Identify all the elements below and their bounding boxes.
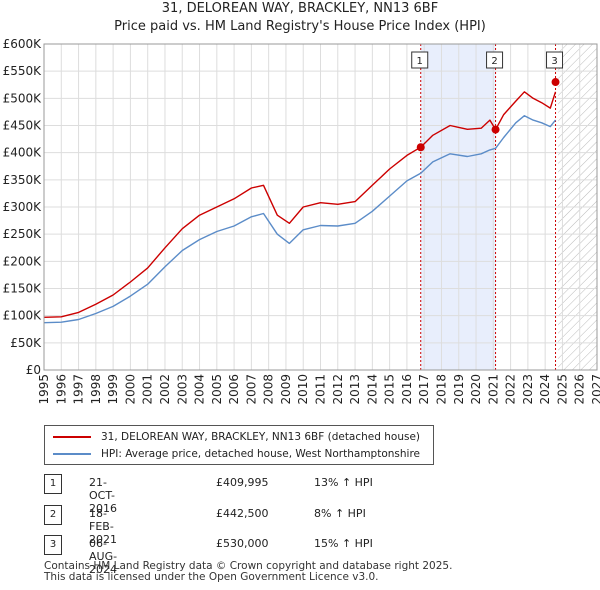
sale-marker-label: 2 [491, 56, 497, 67]
footer: Contains HM Land Registry data © Crown c… [44, 561, 452, 583]
y-tick-label: £550K [3, 64, 43, 78]
y-tick-label: £350K [3, 173, 43, 187]
x-tick-label: 2004 [193, 374, 207, 405]
x-tick-label: 2018 [434, 374, 448, 405]
y-tick-label: £0 [26, 363, 41, 377]
chart-legend: 31, DELOREAN WAY, BRACKLEY, NN13 6BF (de… [44, 425, 434, 465]
hpi-line [43, 114, 557, 324]
x-tick-label: 2014 [365, 374, 379, 405]
x-tick-label: 2006 [227, 374, 241, 405]
y-tick-label: £300K [3, 200, 43, 214]
x-tick-label: 2017 [417, 374, 431, 405]
transaction-hpi-change: 15% ↑ HPI [314, 537, 373, 550]
x-tick-label: 2008 [262, 374, 276, 405]
x-tick-label: 2016 [400, 374, 414, 405]
x-tick-label: 2026 [573, 374, 587, 405]
sale-marker-box [411, 51, 429, 69]
legend-item-property: 31, DELOREAN WAY, BRACKLEY, NN13 6BF (de… [53, 429, 420, 445]
property-price-line [43, 91, 557, 318]
x-tick-label: 1998 [89, 374, 103, 405]
sale-point [416, 143, 425, 152]
x-tick-label: 2020 [469, 374, 483, 405]
legend-swatch-property [53, 436, 91, 438]
x-tick-label: 2003 [175, 374, 189, 405]
y-tick-label: £100K [3, 309, 43, 323]
x-tick-label: 2012 [331, 374, 345, 405]
x-tick-label: 2013 [348, 374, 362, 405]
x-tick-label: 1996 [54, 374, 68, 405]
x-tick-label: 2027 [590, 374, 600, 405]
x-tick-label: 2022 [504, 374, 518, 405]
x-tick-label: 1997 [72, 374, 86, 405]
sale-marker-box [546, 51, 564, 69]
y-tick-label: £500K [3, 91, 43, 105]
x-tick-label: 2009 [279, 374, 293, 405]
transaction-number: 2 [44, 505, 62, 525]
x-tick-label: 2011 [314, 374, 328, 405]
y-tick-label: £450K [3, 119, 43, 133]
y-tick-label: £600K [3, 37, 43, 51]
x-tick-label: 2021 [486, 374, 500, 405]
price-chart: £0 £50K £100K £150K £200K £250K £300K £350K £400… [3, 37, 600, 405]
transaction-hpi-change: 8% ↑ HPI [314, 507, 366, 520]
y-tick-label: £200K [3, 254, 43, 268]
chart-title: 31, DELOREAN WAY, BRACKLEY, NN13 6BF [161, 1, 439, 16]
transaction-date: 21-OCT-2016 [89, 476, 117, 515]
legend-label-hpi: HPI: Average price, detached house, West… [101, 448, 420, 460]
x-tick-label: 1999 [106, 374, 120, 405]
sale-marker-label: 1 [417, 56, 423, 67]
sale-point [551, 78, 560, 87]
sale-marker-label: 3 [551, 56, 557, 67]
y-tick-label: £50K [10, 336, 42, 350]
transaction-number: 1 [44, 474, 62, 494]
sale-marker-box [486, 51, 504, 69]
x-tick-label: 2019 [452, 374, 466, 405]
legend-label-property: 31, DELOREAN WAY, BRACKLEY, NN13 6BF (de… [101, 431, 421, 443]
x-tick-label: 2000 [123, 374, 137, 405]
transaction-price: £442,500 [216, 507, 269, 520]
sale-point [491, 125, 500, 134]
transaction-number: 3 [44, 535, 62, 555]
chart-subtitle: Price paid vs. HM Land Registry's House … [114, 19, 486, 34]
x-tick-label: 2025 [555, 374, 569, 405]
x-tick-label: 1995 [37, 374, 51, 405]
plot-frame [43, 43, 598, 371]
transaction-price: £409,995 [216, 476, 269, 489]
legend-item-hpi: HPI: Average price, detached house, West… [53, 446, 420, 462]
x-tick-label: 2024 [538, 374, 552, 405]
legend-swatch-hpi [53, 453, 91, 455]
y-tick-label: £400K [3, 146, 43, 160]
x-tick-label: 2007 [244, 374, 258, 405]
x-tick-label: 2010 [296, 374, 310, 405]
transaction-date: 06-AUG-2024 [89, 537, 118, 576]
x-tick-label: 2015 [383, 374, 397, 405]
transaction-hpi-change: 13% ↑ HPI [314, 476, 373, 489]
x-tick-label: 2001 [141, 374, 155, 405]
x-tick-label: 2002 [158, 374, 172, 405]
y-tick-label: £250K [3, 227, 43, 241]
footer-license: This data is licensed under the Open Gov… [44, 571, 379, 583]
x-tick-label: 2023 [521, 374, 535, 405]
footer-copyright: Contains HM Land Registry data © Crown c… [44, 560, 453, 572]
transaction-price: £530,000 [216, 537, 269, 550]
x-tick-label: 2005 [210, 374, 224, 405]
y-tick-label: £150K [3, 282, 43, 296]
transaction-date: 18-FEB-2021 [89, 507, 117, 546]
